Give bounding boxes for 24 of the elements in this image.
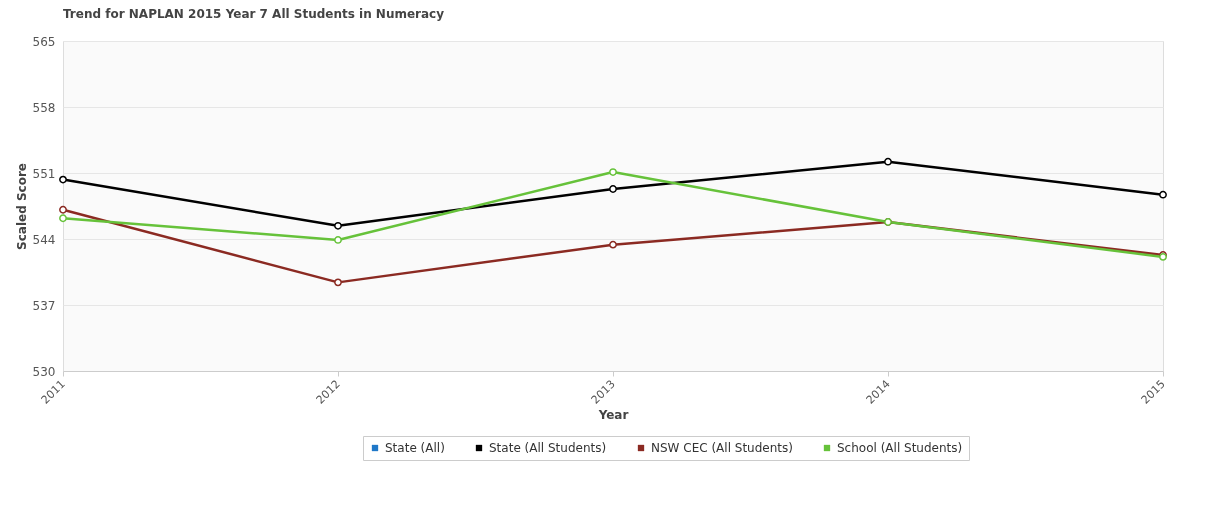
y-tick-label: 565 [32,34,56,49]
point [59,214,67,223]
point [1159,190,1167,199]
y-tick-label: 558 [32,100,56,115]
y-axis-title: Scaled Score [14,163,29,250]
point [884,157,892,166]
point [609,168,617,176]
x-axis-title: Year [597,407,629,422]
point [59,175,67,184]
legend-label: NSW CEC (All Students) [651,441,793,455]
point [609,240,617,249]
chart-title: Trend for NAPLAN 2015 Year 7 All Students in Numeracy [63,7,445,21]
point [609,185,617,193]
y-tick-label: 530 [32,364,56,379]
legend-label: State (All) [385,441,445,455]
point [59,205,67,214]
point [334,221,342,230]
y-tick-label: 551 [32,166,56,181]
point [334,278,342,287]
legend-label: School (All Students) [837,441,963,455]
y-tick-label: 544 [32,232,56,247]
legend-label: State (All Students) [489,441,607,455]
y-tick-label: 537 [32,298,56,313]
point [334,236,342,244]
